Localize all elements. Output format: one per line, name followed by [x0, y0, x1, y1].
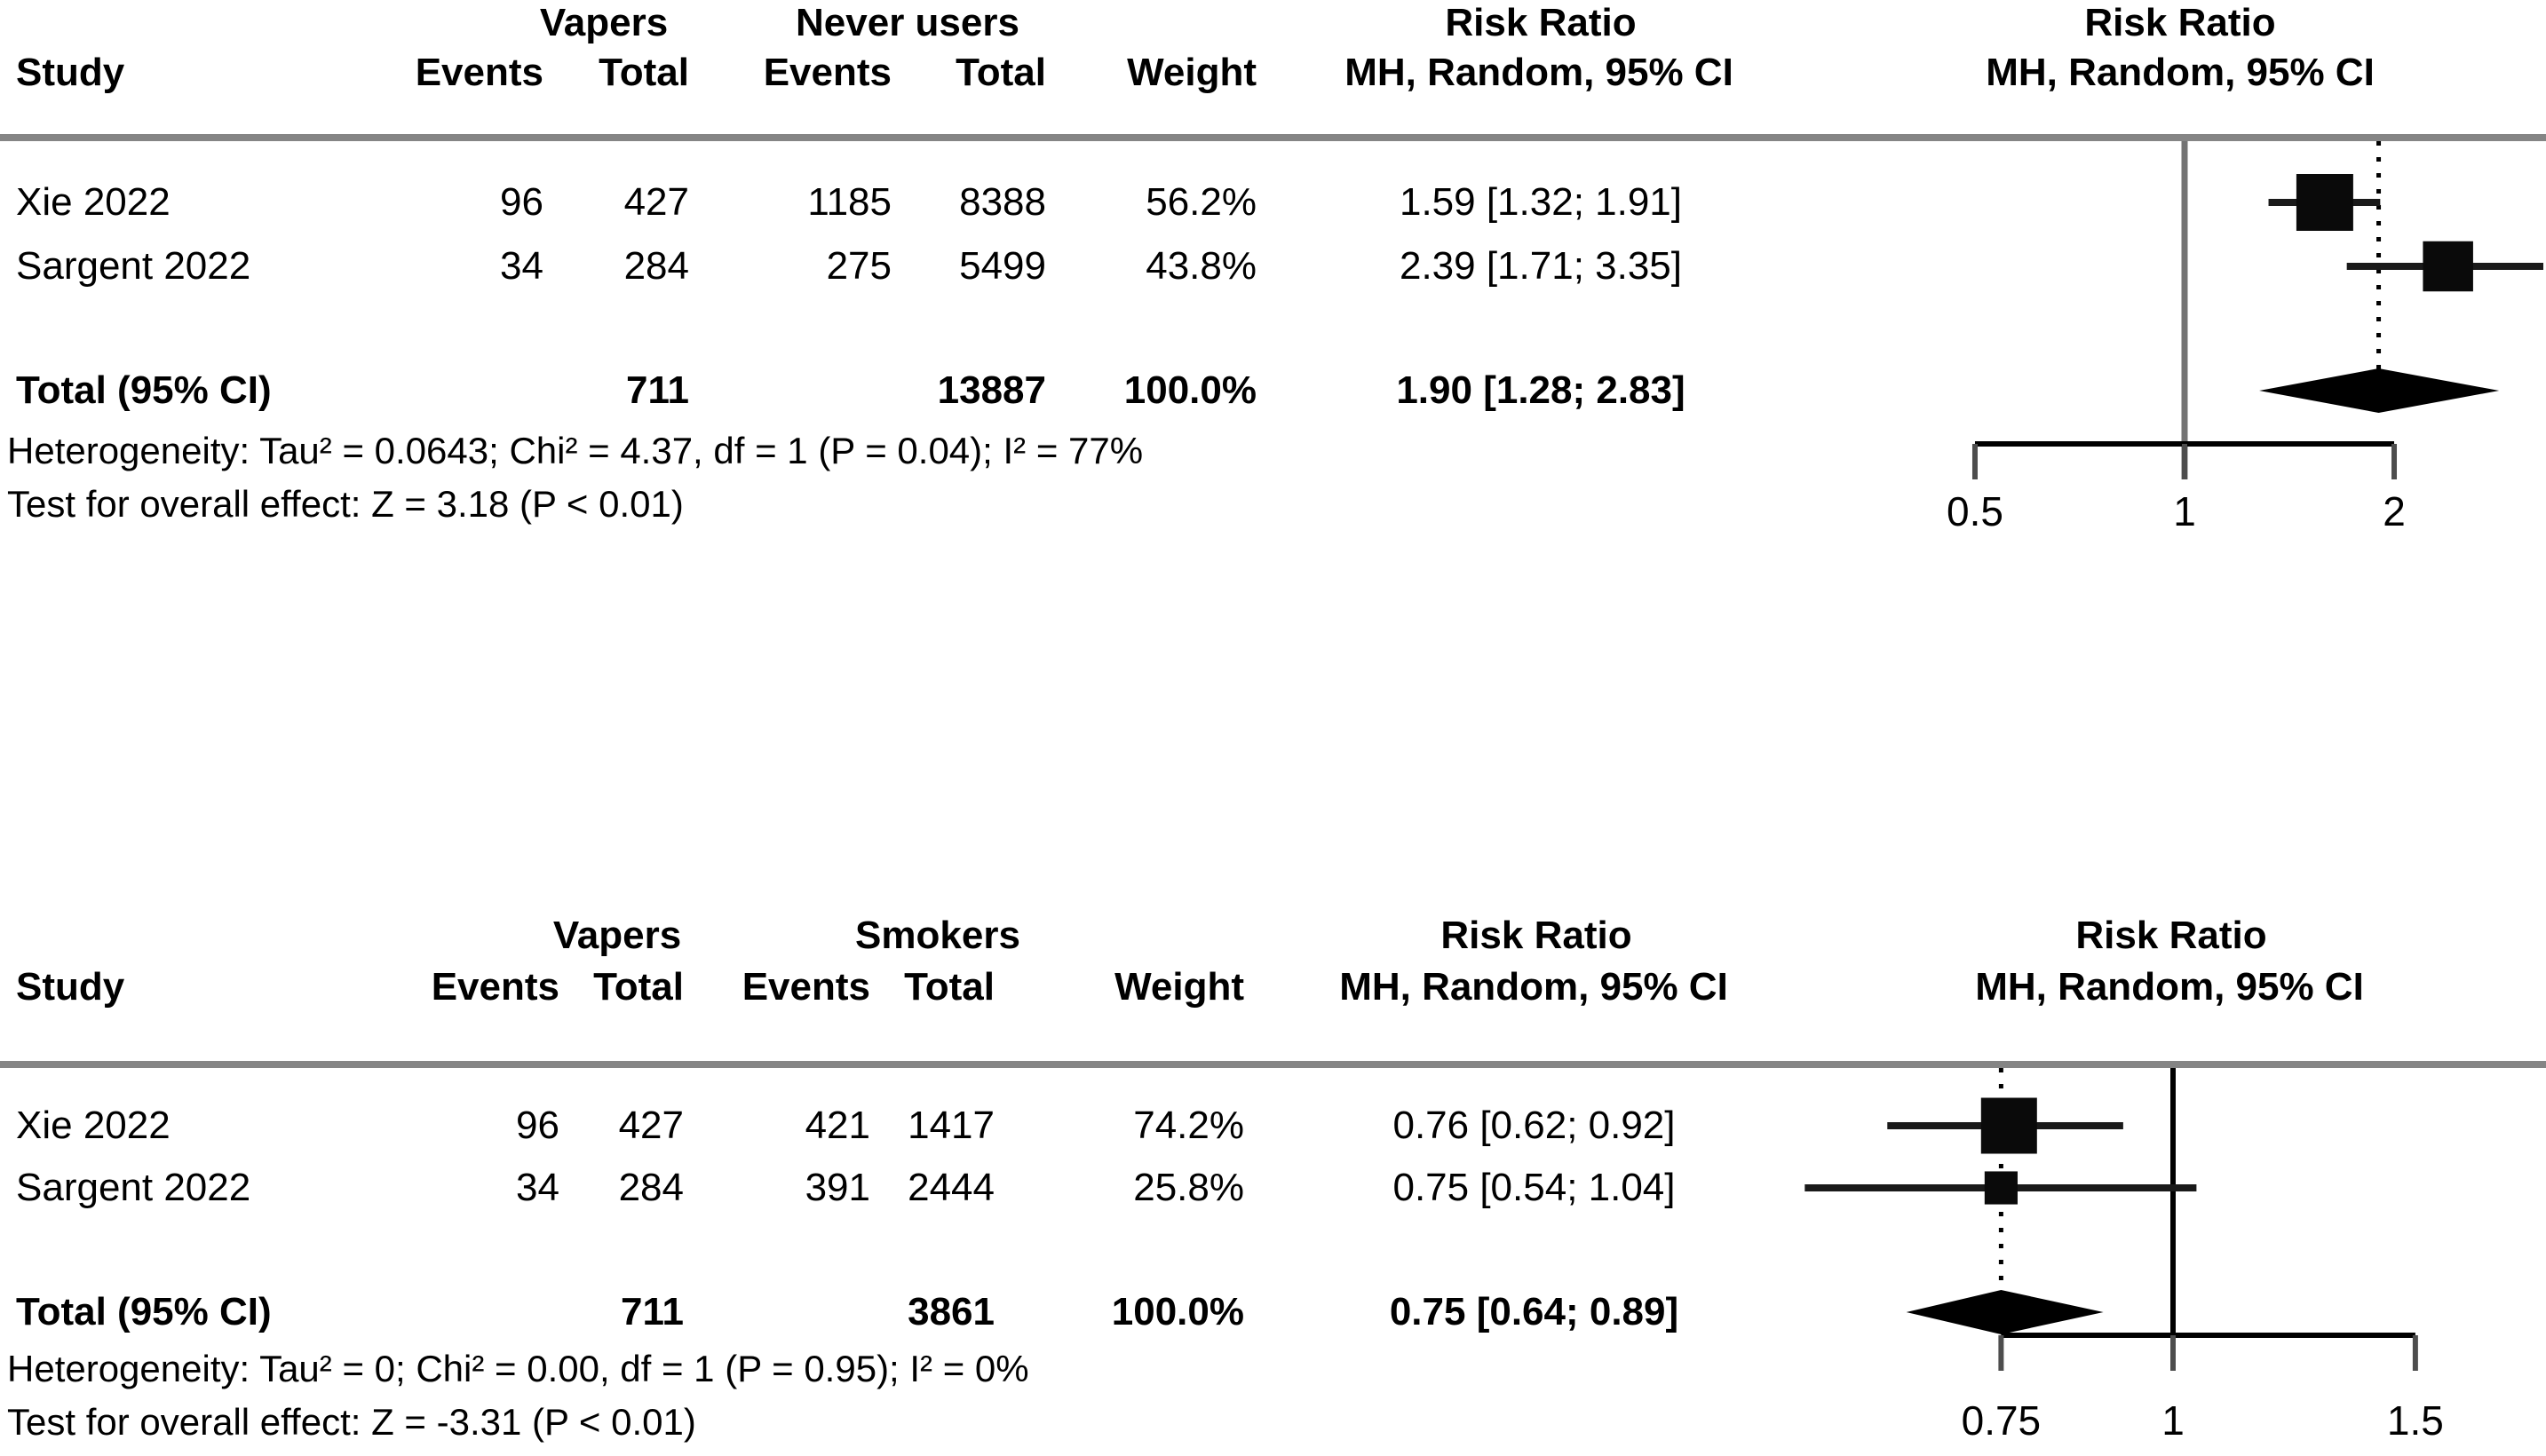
group2-header: Smokers	[855, 914, 1020, 957]
heterogeneity-text: Heterogeneity: Tau² = 0; Chi² = 0.00, df…	[7, 1348, 1029, 1389]
pooled-rr-ci: 1.90 [1.28; 2.83]	[1396, 368, 1685, 412]
axis-tick-label: 1.5	[2386, 1397, 2444, 1444]
rr-ci-cell: 0.76 [0.62; 0.92]	[1392, 1104, 1676, 1147]
total1-col-header: Total	[599, 51, 689, 94]
axis-tick-label: 1	[2161, 1397, 2185, 1444]
total-label: Total (95% CI)	[16, 368, 272, 412]
plot-header-line1: Risk Ratio	[2075, 914, 2267, 957]
events1-col-header: Events	[415, 51, 543, 94]
overall-effect-text: Test for overall effect: Z = -3.31 (P < …	[7, 1401, 696, 1443]
study-cell: Xie 2022	[16, 180, 171, 224]
total2-col-header: Total	[956, 51, 1046, 94]
rr-ci-cell: 1.59 [1.32; 1.91]	[1399, 180, 1683, 224]
total1-cell: 427	[618, 1104, 684, 1147]
pooled-rr-ci: 0.75 [0.64; 0.89]	[1389, 1290, 1679, 1333]
weight-cell: 25.8%	[1133, 1166, 1244, 1209]
heterogeneity-text: Heterogeneity: Tau² = 0.0643; Chi² = 4.3…	[7, 430, 1144, 471]
total1-sum: 711	[621, 1290, 684, 1333]
weight-col-header: Weight	[1114, 965, 1244, 1009]
plot-header-line2: MH, Random, 95% CI	[1975, 965, 2364, 1009]
total1-cell: 427	[623, 180, 689, 224]
study-square	[1980, 1097, 2037, 1154]
total2-sum: 3861	[908, 1290, 995, 1333]
total1-cell: 284	[623, 244, 689, 288]
axis-tick-label: 2	[2383, 488, 2406, 534]
weight-col-header: Weight	[1127, 51, 1257, 94]
axis-tick-label: 0.75	[1961, 1397, 2042, 1444]
study-square	[2423, 241, 2473, 292]
events1-cell: 96	[500, 180, 543, 224]
pooled-diamond	[1906, 1290, 2104, 1334]
total2-cell: 2444	[908, 1166, 995, 1209]
rr-ci-cell: 2.39 [1.71; 3.35]	[1399, 244, 1683, 288]
weight-sum: 100.0%	[1111, 1290, 1244, 1333]
rr-ci-cell: 0.75 [0.54; 1.04]	[1392, 1166, 1676, 1209]
events2-cell: 421	[805, 1104, 870, 1147]
study-col-header: Study	[16, 965, 125, 1009]
study-square	[2296, 174, 2353, 231]
plot-header-line2: MH, Random, 95% CI	[1986, 51, 2375, 94]
study-col-header: Study	[16, 51, 125, 94]
weight-cell: 74.2%	[1133, 1104, 1244, 1147]
events1-cell: 96	[516, 1104, 559, 1147]
total2-cell: 8388	[959, 180, 1046, 224]
effect-header-line1: Risk Ratio	[1445, 1, 1637, 44]
events1-cell: 34	[500, 244, 543, 288]
events2-col-header: Events	[763, 51, 892, 94]
group2-header: Never users	[796, 1, 1019, 44]
group1-header: Vapers	[539, 1, 669, 44]
axis-tick-label: 0.5	[1946, 488, 2003, 534]
plot-header-line1: Risk Ratio	[2084, 1, 2276, 44]
total1-cell: 284	[618, 1166, 684, 1209]
effect-header-line2: MH, Random, 95% CI	[1344, 51, 1733, 94]
events2-col-header: Events	[742, 965, 870, 1009]
total1-sum: 711	[626, 368, 689, 412]
weight-cell: 56.2%	[1146, 180, 1257, 224]
events1-cell: 34	[516, 1166, 559, 1209]
total2-col-header: Total	[904, 965, 995, 1009]
pooled-diamond	[2259, 368, 2500, 413]
study-cell: Xie 2022	[16, 1104, 171, 1147]
effect-header-line1: Risk Ratio	[1440, 914, 1632, 957]
weight-sum: 100.0%	[1123, 368, 1257, 412]
effect-header-line2: MH, Random, 95% CI	[1339, 965, 1728, 1009]
study-cell: Sargent 2022	[16, 244, 251, 288]
total2-sum: 13887	[937, 368, 1046, 412]
total2-cell: 5499	[959, 244, 1046, 288]
study-square	[1984, 1171, 2018, 1205]
header-rule	[0, 1061, 2546, 1068]
weight-cell: 43.8%	[1146, 244, 1257, 288]
total2-cell: 1417	[908, 1104, 995, 1147]
total1-col-header: Total	[593, 965, 684, 1009]
events2-cell: 1185	[807, 180, 892, 224]
header-rule	[0, 134, 2546, 141]
study-cell: Sargent 2022	[16, 1166, 251, 1209]
total-label: Total (95% CI)	[16, 1290, 272, 1333]
events2-cell: 391	[805, 1166, 870, 1209]
axis-tick-label: 1	[2173, 488, 2196, 534]
group1-header: Vapers	[552, 914, 682, 957]
overall-effect-text: Test for overall effect: Z = 3.18 (P < 0…	[7, 483, 684, 525]
events1-col-header: Events	[431, 965, 559, 1009]
events2-cell: 275	[826, 244, 892, 288]
